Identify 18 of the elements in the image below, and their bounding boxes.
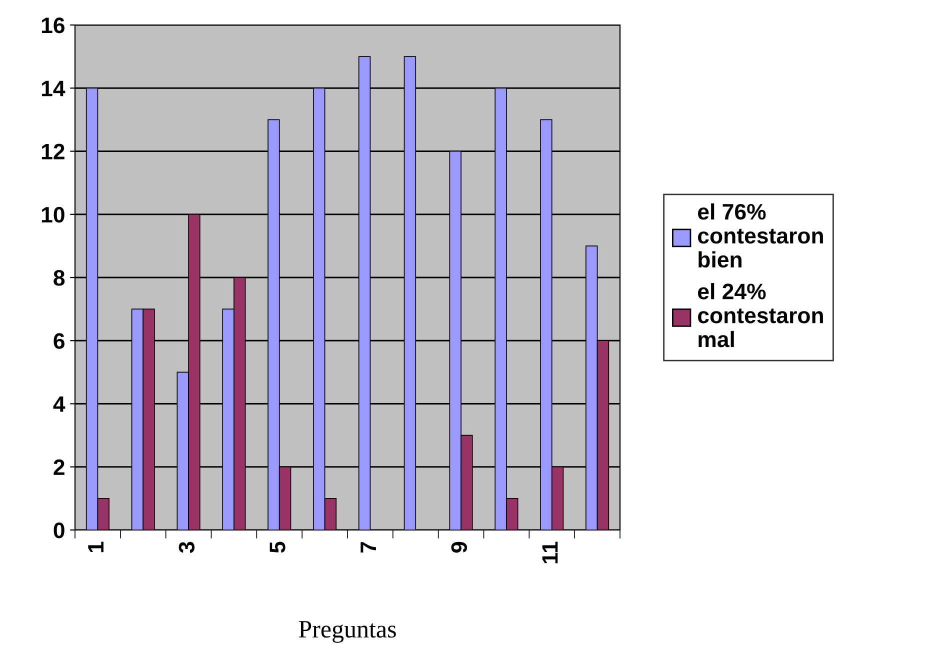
x-tick-label: 1 (88, 542, 104, 552)
y-tick-label: 6 (54, 333, 64, 349)
y-tick-label: 16 (42, 18, 64, 34)
x-tick-label: 7 (360, 542, 376, 553)
y-tick-label: 12 (42, 144, 64, 160)
y-tick-label: 10 (42, 206, 64, 223)
y-tick-label: 14 (42, 80, 66, 96)
legend-label: el 24% contestaron mal (698, 283, 823, 348)
y-tick-label: 8 (54, 270, 65, 286)
x-tick-label: 5 (270, 542, 286, 553)
x-tick-label: 9 (451, 542, 468, 553)
x-tick-label: 11 (542, 542, 558, 564)
y-tick-label: 2 (54, 459, 64, 475)
y-tick-label: 0 (54, 522, 64, 538)
y-tick-label: 4 (53, 396, 66, 412)
x-axis-title: Preguntas (298, 621, 396, 643)
legend-label: el 76% contestaron bien (698, 203, 823, 268)
x-tick-label: 3 (178, 542, 195, 553)
